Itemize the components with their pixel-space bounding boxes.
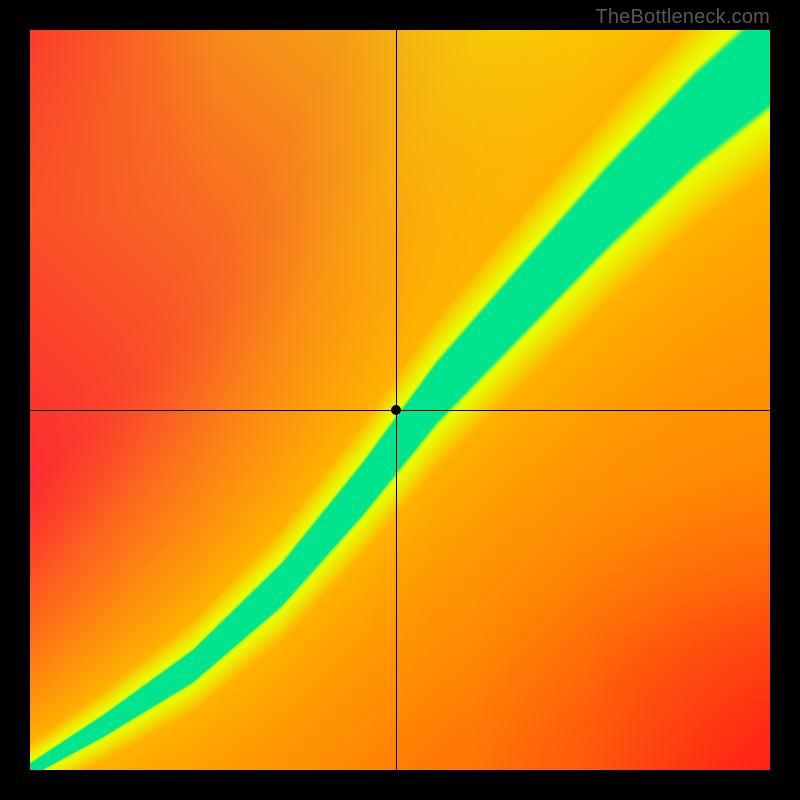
watermark-text: TheBottleneck.com [595, 6, 770, 29]
heatmap-canvas [30, 30, 770, 770]
crosshair-marker [391, 405, 401, 415]
heatmap-plot [30, 30, 770, 770]
crosshair-vertical [396, 30, 397, 770]
